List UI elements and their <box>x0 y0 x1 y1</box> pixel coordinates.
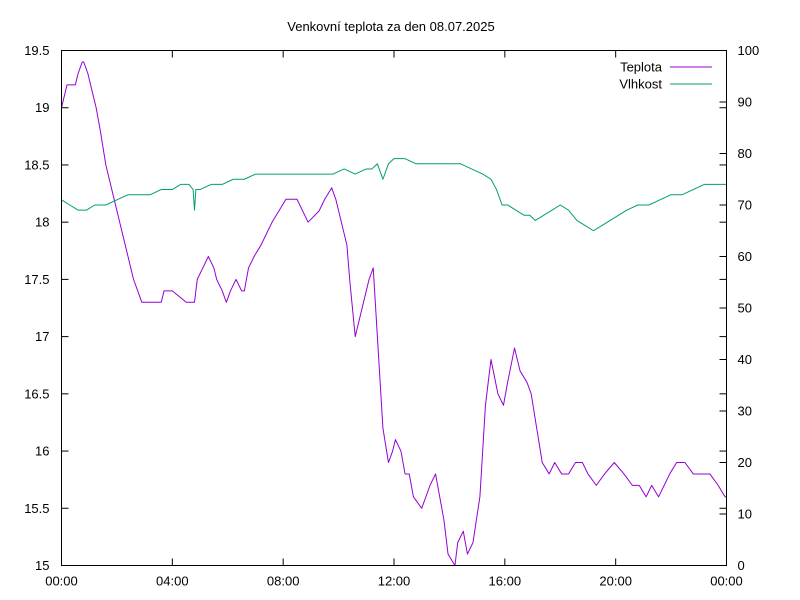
legend-label: Vlhkost <box>619 77 662 92</box>
x-tick-label: 12:00 <box>378 574 411 589</box>
y2-tick-label: 40 <box>738 352 752 367</box>
y-tick-label: 15.5 <box>24 501 49 516</box>
chart-title: Venkovní teplota za den 08.07.2025 <box>287 19 494 34</box>
legend-label: Teplota <box>620 60 663 75</box>
y-tick-label: 18 <box>35 215 49 230</box>
y2-tick-label: 10 <box>738 507 752 522</box>
plot-area <box>61 61 727 566</box>
y2-tick-label: 100 <box>738 43 760 58</box>
y2-tick-label: 80 <box>738 146 752 161</box>
y-tick-label: 19 <box>35 100 49 115</box>
y-tick-label: 15 <box>35 558 49 573</box>
series-line-vlhkost <box>61 158 727 232</box>
y-tick-label: 17 <box>35 329 49 344</box>
x-tick-label: 00:00 <box>710 574 743 589</box>
x-tick-label: 00:00 <box>45 574 78 589</box>
y2-tick-label: 70 <box>738 198 752 213</box>
y-tick-label: 17.5 <box>24 272 49 287</box>
x-tick-label: 16:00 <box>489 574 522 589</box>
y2-tick-label: 20 <box>738 455 752 470</box>
x-tick-label: 04:00 <box>156 574 189 589</box>
y-tick-label: 19.5 <box>24 43 49 58</box>
axis-ticks: 15 15.5 16 16.5 17 17.5 18 18.5 19 19.5 0 10 20 30 40 5… <box>24 43 759 589</box>
y-tick-label: 18.5 <box>24 157 49 172</box>
y2-tick-label: 60 <box>738 249 752 264</box>
y2-tick-label: 0 <box>738 558 745 573</box>
x-tick-label: 08:00 <box>267 574 300 589</box>
x-tick-label: 20:00 <box>599 574 632 589</box>
y2-tick-label: 50 <box>738 301 752 316</box>
plot-frame <box>61 50 727 566</box>
y2-tick-label: 90 <box>738 95 752 110</box>
legend: Teplota Vlhkost <box>619 60 712 92</box>
series-line-teplota <box>61 61 727 566</box>
y-tick-label: 16.5 <box>24 386 49 401</box>
y-tick-label: 16 <box>35 444 49 459</box>
y2-tick-label: 30 <box>738 404 752 419</box>
